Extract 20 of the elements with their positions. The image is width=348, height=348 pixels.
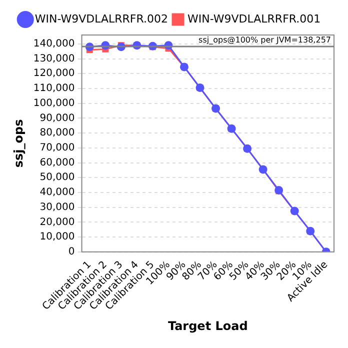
y-tick-label: 90,000 <box>40 112 75 124</box>
y-tick-label: 110,000 <box>33 83 75 94</box>
legend-label: WIN-W9VDLALRRFR.001 <box>188 12 321 26</box>
y-tick-label: 130,000 <box>33 53 75 64</box>
y-tick-label: 100,000 <box>33 98 75 109</box>
y-tick-label: 20,000 <box>40 216 75 228</box>
y-tick-label: 40,000 <box>40 187 75 198</box>
y-tick-label: 50,000 <box>40 172 75 184</box>
y-axis-title: ssj_ops <box>11 119 26 168</box>
y-tick-label: 60,000 <box>40 157 75 168</box>
y-tick-label: 0 <box>68 246 75 258</box>
x-axis-title: Target Load <box>168 318 248 333</box>
y-tick-label: 30,000 <box>40 202 75 213</box>
ref-line-label: ssj_ops@100% per JVM=138,257 <box>198 36 331 45</box>
y-tick-label: 140,000 <box>33 38 75 50</box>
legend-label: WIN-W9VDLALRRFR.002 <box>34 12 168 26</box>
y-tick-label: 80,000 <box>40 128 75 139</box>
y-tick-label: 120,000 <box>33 68 75 80</box>
y-tick-label: 70,000 <box>40 142 75 154</box>
y-tick-label: 10,000 <box>40 232 75 243</box>
